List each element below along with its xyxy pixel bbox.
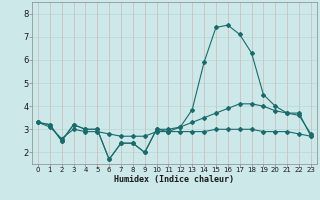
X-axis label: Humidex (Indice chaleur): Humidex (Indice chaleur) [115, 175, 234, 184]
